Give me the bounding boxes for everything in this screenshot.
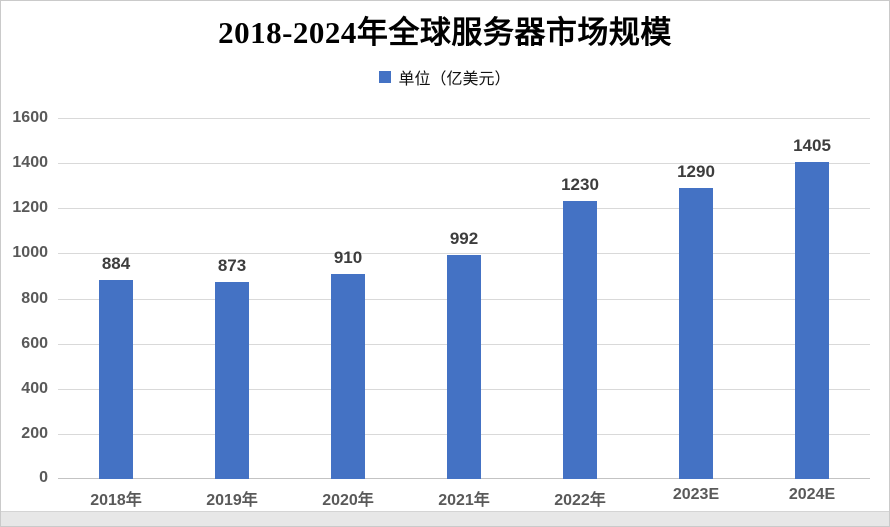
x-tick-label: 2021年	[438, 492, 490, 509]
bar-value-label: 1230	[561, 175, 599, 194]
y-tick-label: 1200	[12, 199, 48, 216]
y-axis: 0 200 400 600 800 1000 1200 1400 1600	[1, 109, 48, 486]
bar-value-label: 884	[101, 254, 131, 273]
y-tick-label: 400	[21, 380, 48, 397]
y-tick-label: 800	[21, 290, 48, 307]
x-tick-label: 2018年	[90, 492, 142, 509]
x-tick-label: 2024E	[788, 486, 836, 503]
x-tick-label: 2019年	[206, 492, 258, 509]
gridline	[58, 118, 870, 119]
bar-2018年	[99, 280, 133, 479]
y-tick-label: 1600	[12, 109, 48, 126]
bar-2019年	[215, 282, 249, 479]
bar-2022年	[563, 201, 597, 479]
gridline	[58, 208, 870, 209]
y-tick-label: 200	[21, 425, 48, 442]
y-tick-label: 600	[21, 335, 48, 352]
bar-2024E	[795, 162, 829, 479]
plot-area: 884 873 910 992 1230 1290 1405	[58, 118, 870, 479]
bar-value-label: 910	[333, 248, 363, 267]
gridline	[58, 163, 870, 164]
bar-2020年	[331, 274, 365, 479]
gridline	[58, 253, 870, 254]
y-tick-label: 1000	[12, 244, 48, 261]
bar-value-label: 992	[449, 229, 479, 248]
legend: 单位（亿美元）	[1, 65, 889, 89]
y-tick-label: 1400	[12, 154, 48, 171]
x-tick-label: 2023E	[672, 486, 720, 503]
chart-title: 2018-2024年全球服务器市场规模	[218, 15, 672, 50]
bar-value-label: 1290	[677, 162, 715, 181]
bar-2021年	[447, 255, 481, 479]
legend-swatch-icon	[379, 71, 392, 83]
x-axis: 2018年 2019年 2020年 2021年 2022年 2023E 2024E	[58, 486, 870, 510]
legend-label: 单位（亿美元）	[398, 71, 511, 88]
y-tick-label: 0	[39, 469, 48, 486]
bar-2023E	[679, 188, 713, 479]
x-tick-label: 2020年	[322, 492, 374, 509]
footer-strip	[1, 511, 889, 526]
x-tick-label: 2022年	[554, 492, 606, 509]
bar-value-label: 1405	[793, 136, 831, 155]
bar-value-label: 873	[217, 256, 247, 275]
